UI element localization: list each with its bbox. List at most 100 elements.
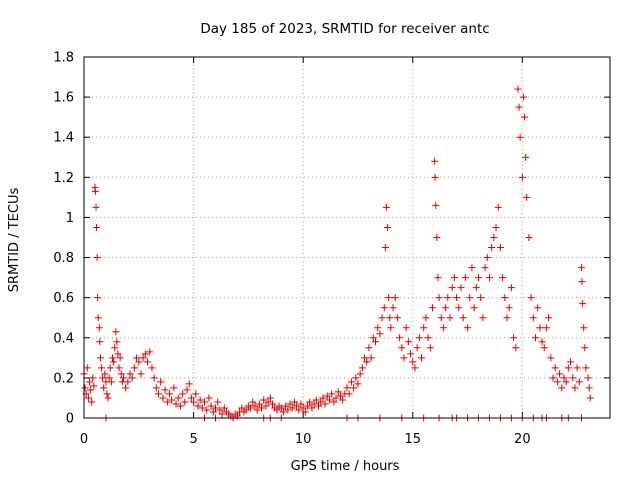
data-point-marker: [560, 374, 568, 382]
data-point-marker: [387, 324, 395, 332]
data-point-marker: [137, 370, 145, 378]
data-point-marker: [163, 398, 171, 406]
data-point-marker: [310, 400, 318, 408]
data-point-marker: [264, 398, 272, 406]
data-point-marker: [433, 234, 441, 241]
data-point-marker: [505, 304, 513, 312]
y-tick-label: 0.8: [53, 251, 74, 266]
data-point-marker: [521, 113, 529, 121]
data-point-marker: [205, 394, 213, 402]
data-point-marker: [431, 157, 439, 165]
data-point-marker: [411, 364, 419, 372]
data-point-marker: [168, 396, 176, 404]
data-point-marker: [306, 398, 314, 406]
data-point-marker: [579, 300, 587, 308]
data-point-marker: [523, 193, 531, 201]
data-point-marker: [148, 364, 156, 372]
data-point-marker: [391, 294, 399, 302]
data-point-marker: [477, 294, 485, 302]
data-point-marker: [367, 354, 375, 362]
data-point-marker: [573, 364, 581, 372]
data-point-marker: [553, 378, 561, 386]
data-point-marker: [350, 384, 358, 392]
data-point-marker: [185, 380, 193, 388]
data-point-marker: [369, 334, 377, 342]
y-tick-label: 1.8: [53, 51, 74, 66]
data-point-marker: [268, 400, 276, 408]
data-point-marker: [542, 324, 550, 332]
data-point-marker: [242, 406, 250, 414]
data-point-marker: [330, 398, 338, 406]
data-point-marker: [558, 384, 566, 392]
data-point-marker: [96, 354, 104, 362]
data-point-marker: [527, 294, 535, 302]
data-point-marker: [214, 398, 222, 406]
data-point-marker: [111, 344, 119, 352]
data-point-marker: [468, 264, 476, 272]
data-point-marker: [581, 344, 589, 352]
data-point-marker: [361, 354, 369, 362]
data-point-marker: [567, 358, 575, 366]
data-point-marker: [339, 396, 347, 404]
data-point-marker: [540, 344, 548, 352]
data-point-marker: [578, 278, 586, 286]
data-point-marker: [424, 334, 432, 342]
data-point-marker: [174, 394, 182, 402]
data-point-marker: [585, 384, 593, 392]
data-point-marker: [83, 364, 91, 372]
data-point-marker: [96, 338, 104, 346]
data-layer: [80, 85, 594, 422]
data-point-marker: [432, 201, 440, 209]
data-point-marker: [98, 364, 106, 372]
x-tick-label: 5: [189, 432, 197, 447]
data-point-marker: [381, 244, 389, 252]
data-point-marker: [282, 402, 290, 410]
data-point-marker: [117, 370, 125, 378]
data-point-marker: [435, 294, 443, 302]
data-point-marker: [545, 314, 553, 322]
data-point-marker: [586, 394, 594, 402]
data-point-marker: [420, 324, 428, 332]
data-point-marker: [93, 254, 101, 262]
data-point-marker: [325, 396, 333, 404]
data-point-marker: [534, 304, 542, 312]
data-point-marker: [459, 314, 467, 322]
data-point-marker: [165, 390, 173, 398]
data-point-marker: [255, 400, 263, 408]
data-point-marker: [220, 404, 228, 412]
data-point-marker: [172, 400, 180, 408]
data-point-marker: [578, 264, 586, 272]
data-point-marker: [260, 396, 268, 404]
data-point-marker: [426, 344, 434, 352]
data-point-marker: [522, 153, 530, 161]
data-point-marker: [371, 338, 379, 346]
data-point-marker: [321, 400, 329, 408]
data-point-marker: [216, 406, 224, 414]
data-point-marker: [475, 274, 482, 282]
data-point-marker: [516, 133, 524, 141]
data-point-marker: [196, 396, 204, 404]
data-point-marker: [564, 364, 572, 372]
data-point-marker: [115, 364, 123, 372]
data-point-marker: [384, 223, 392, 231]
x-tick-label: 10: [295, 432, 312, 447]
data-point-marker: [446, 314, 454, 322]
data-point-marker: [112, 328, 120, 336]
data-point-marker: [99, 374, 107, 382]
data-point-marker: [422, 314, 430, 322]
data-point-marker: [323, 392, 331, 400]
data-point-marker: [551, 364, 559, 372]
data-point-marker: [393, 314, 401, 322]
data-point-marker: [103, 390, 111, 398]
data-point-marker: [464, 324, 472, 332]
data-point-marker: [161, 386, 169, 394]
data-point-marker: [481, 264, 489, 272]
data-point-marker: [455, 304, 463, 312]
data-point-marker: [444, 294, 452, 302]
data-point-marker: [183, 386, 191, 394]
data-point-marker: [141, 350, 149, 358]
data-point-marker: [343, 384, 351, 392]
data-point-marker: [107, 378, 115, 386]
data-point-marker: [170, 384, 178, 392]
